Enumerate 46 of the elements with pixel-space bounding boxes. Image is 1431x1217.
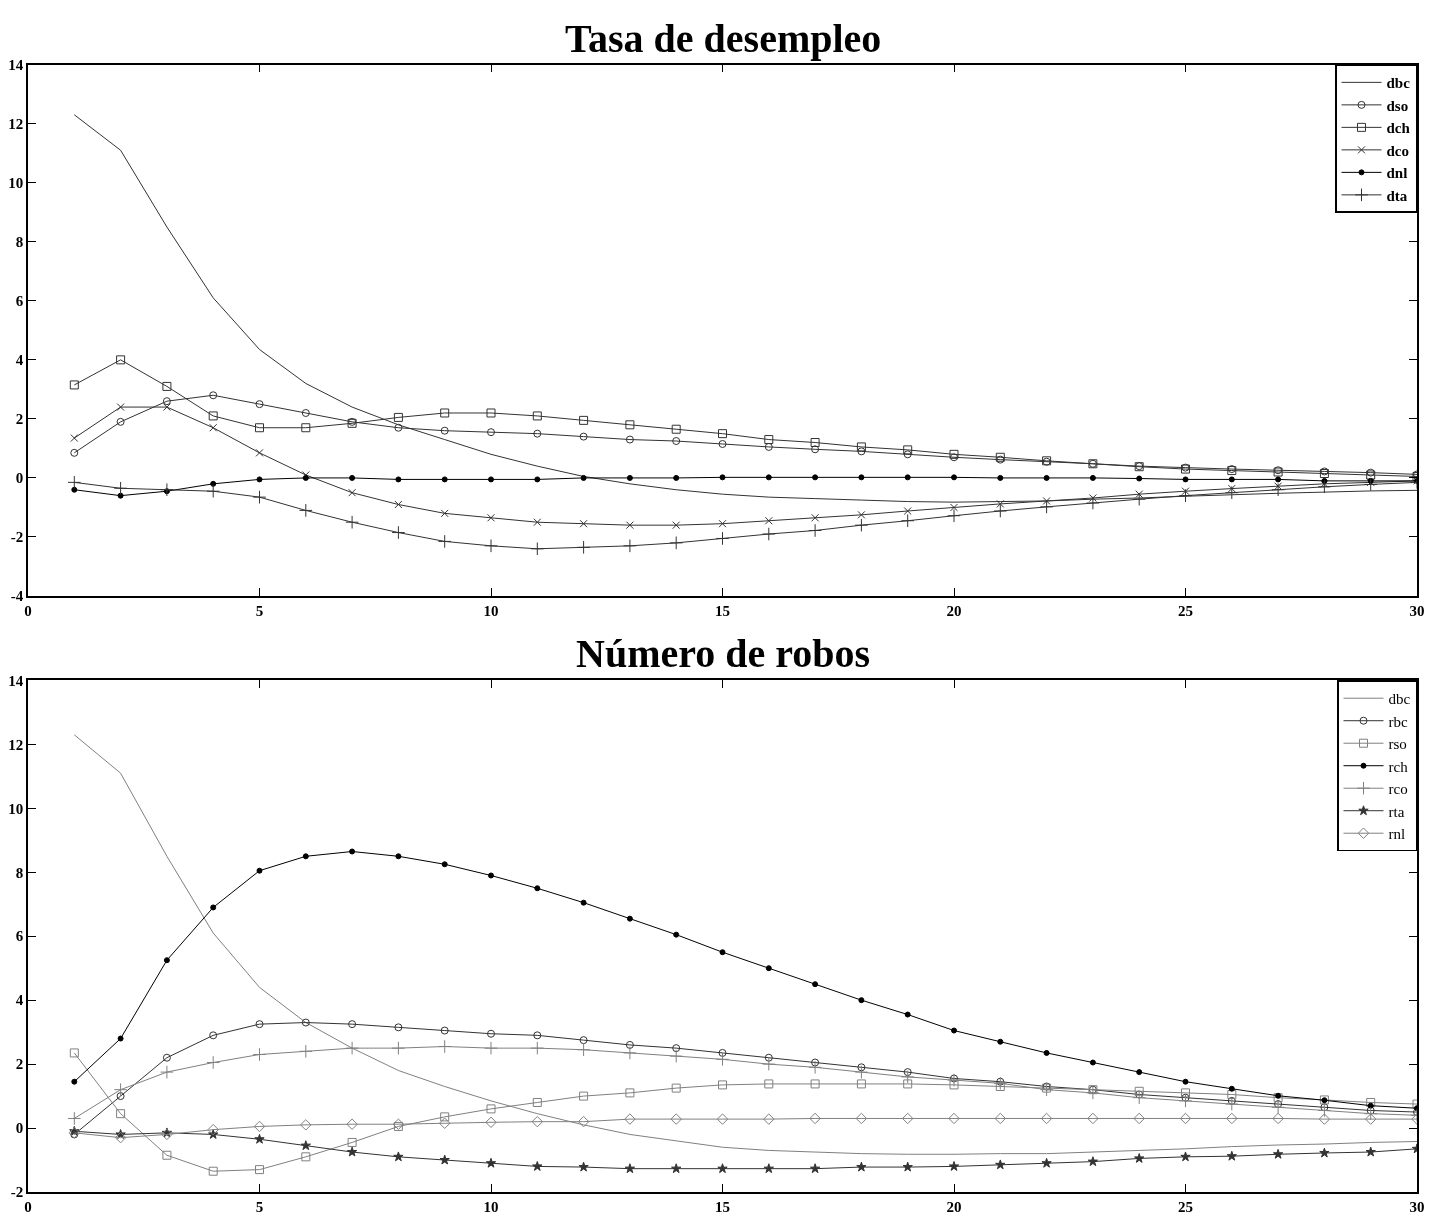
legend-label: dso — [1386, 97, 1409, 114]
x-tick-label: 15 — [715, 1198, 730, 1215]
legend-label: dch — [1386, 120, 1411, 137]
y-tick-label: 6 — [15, 928, 24, 945]
y-tick-label: 10 — [8, 800, 24, 817]
y-tick-label: 2 — [15, 411, 24, 428]
legend-label: dco — [1386, 142, 1409, 159]
legend-label: dta — [1386, 187, 1408, 204]
legend-label: dbc — [1386, 75, 1411, 92]
x-tick-label: 5 — [255, 602, 264, 619]
x-tick-label: 30 — [1409, 602, 1425, 619]
legend-label: dnl — [1386, 165, 1408, 182]
y-tick-label: 14 — [8, 56, 24, 73]
y-tick-label: 2 — [15, 1056, 24, 1073]
x-tick-label: 25 — [1178, 1198, 1193, 1215]
x-tick-label: 30 — [1409, 1198, 1425, 1215]
y-tick-label: 6 — [15, 293, 24, 310]
y-tick-label: 8 — [15, 234, 24, 251]
legend-label: dbc — [1388, 691, 1411, 708]
chart-title: Número de robos — [576, 631, 871, 676]
y-tick-label: 0 — [15, 470, 24, 487]
y-tick-label: 12 — [8, 736, 24, 753]
y-tick-label: 14 — [8, 672, 24, 689]
legend-label: rch — [1388, 758, 1409, 775]
x-tick-label: 10 — [483, 1198, 499, 1215]
legend-label: rco — [1388, 781, 1408, 798]
y-tick-label: 12 — [8, 115, 24, 132]
y-tick-label: -2 — [10, 529, 24, 546]
x-tick-label: 25 — [1178, 602, 1193, 619]
y-tick-label: 4 — [15, 352, 24, 369]
y-tick-label: 10 — [8, 174, 24, 191]
y-tick-label: -4 — [10, 588, 24, 605]
y-tick-label: 0 — [15, 1120, 24, 1137]
legend-label: rso — [1388, 736, 1407, 753]
y-tick-label: 4 — [15, 992, 24, 1009]
legend-label: rnl — [1388, 826, 1406, 843]
y-tick-label: 8 — [15, 864, 24, 881]
x-tick-label: 20 — [946, 1198, 962, 1215]
x-tick-label: 15 — [715, 602, 730, 619]
x-tick-label: 10 — [483, 602, 499, 619]
chart-title: Tasa de desempleo — [565, 16, 882, 61]
legend-label: rta — [1388, 803, 1405, 820]
x-tick-label: 20 — [946, 602, 962, 619]
x-tick-label: 5 — [255, 1198, 264, 1215]
legend-label: rbc — [1388, 713, 1408, 730]
y-tick-label: -2 — [10, 1184, 24, 1201]
